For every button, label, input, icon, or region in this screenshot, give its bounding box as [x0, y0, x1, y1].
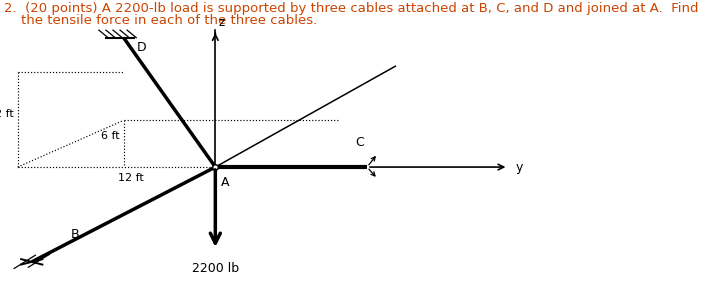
Text: 12 ft: 12 ft [0, 109, 14, 119]
Text: the tensile force in each of the three cables.: the tensile force in each of the three c… [4, 14, 317, 26]
Text: B: B [71, 228, 79, 241]
Text: y: y [515, 160, 522, 174]
Text: C: C [356, 136, 364, 149]
Text: D: D [136, 41, 146, 54]
Text: 12 ft: 12 ft [118, 173, 143, 183]
Text: z: z [219, 16, 225, 29]
Text: 6 ft: 6 ft [102, 131, 120, 141]
Text: 2200 lb: 2200 lb [192, 262, 239, 275]
Text: 2.  (20 points) A 2200-lb load is supported by three cables attached at B, C, an: 2. (20 points) A 2200-lb load is support… [4, 2, 698, 14]
Text: A: A [221, 176, 229, 189]
